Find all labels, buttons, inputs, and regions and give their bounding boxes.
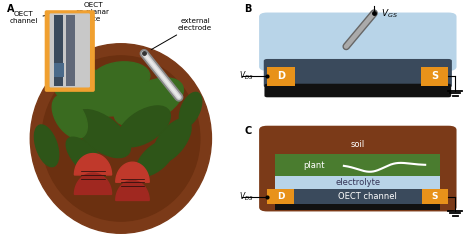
Text: D: D	[277, 71, 285, 81]
Ellipse shape	[179, 92, 202, 126]
Ellipse shape	[153, 119, 191, 163]
Bar	[54, 63, 64, 77]
Text: external
electrode: external electrode	[151, 18, 212, 50]
Bar	[275, 154, 440, 176]
Ellipse shape	[92, 62, 150, 94]
Text: S: S	[431, 71, 438, 81]
Text: OECT
channel: OECT channel	[9, 10, 55, 24]
Bar	[275, 176, 440, 189]
Polygon shape	[74, 154, 111, 175]
Bar	[267, 189, 294, 204]
Text: $V_{GS}$: $V_{GS}$	[381, 7, 398, 20]
Bar	[267, 67, 295, 86]
Bar	[275, 189, 440, 204]
Bar	[422, 189, 448, 204]
FancyBboxPatch shape	[259, 126, 456, 211]
Ellipse shape	[118, 106, 170, 147]
Text: S: S	[432, 192, 438, 201]
Text: A: A	[7, 4, 15, 14]
Bar	[54, 15, 63, 86]
FancyBboxPatch shape	[264, 84, 451, 97]
FancyBboxPatch shape	[264, 59, 452, 87]
Circle shape	[30, 44, 211, 233]
Polygon shape	[116, 181, 149, 200]
Ellipse shape	[66, 137, 106, 179]
Ellipse shape	[35, 125, 59, 167]
Text: soil: soil	[351, 140, 365, 149]
FancyBboxPatch shape	[259, 13, 456, 71]
FancyBboxPatch shape	[45, 10, 95, 92]
Bar	[275, 134, 440, 154]
Text: plant: plant	[303, 161, 324, 170]
Text: electrolyte: electrolyte	[335, 178, 381, 187]
Text: D: D	[277, 192, 284, 201]
Ellipse shape	[52, 95, 87, 138]
Text: OECT channel: OECT channel	[337, 192, 397, 201]
Ellipse shape	[74, 110, 130, 158]
Ellipse shape	[114, 78, 183, 126]
Text: C: C	[244, 126, 251, 136]
Text: OECT
co-planar
gate: OECT co-planar gate	[72, 2, 110, 22]
FancyBboxPatch shape	[50, 13, 90, 87]
Polygon shape	[74, 173, 111, 194]
Text: $V_{DS}$: $V_{DS}$	[239, 190, 254, 203]
Bar	[275, 204, 440, 210]
Text: B: B	[244, 4, 251, 14]
Ellipse shape	[54, 69, 133, 116]
Bar	[420, 67, 448, 86]
Polygon shape	[116, 162, 149, 182]
Bar	[66, 15, 75, 86]
Text: $V_{DS}$: $V_{DS}$	[239, 70, 254, 82]
Circle shape	[42, 56, 200, 221]
Ellipse shape	[137, 140, 175, 176]
